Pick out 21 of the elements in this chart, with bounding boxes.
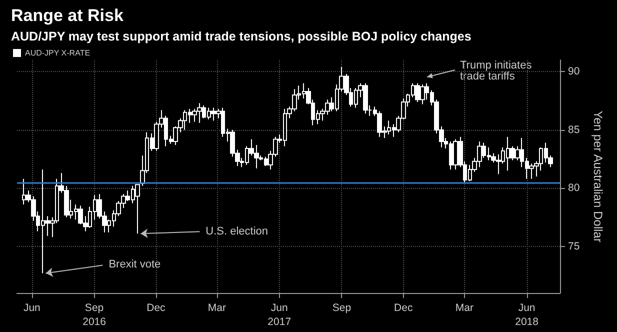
x-tick-label: Jun 2018 bbox=[515, 302, 539, 328]
x-tick-label: Jun bbox=[23, 302, 41, 314]
chart-title: Range at Risk bbox=[11, 6, 124, 25]
x-tick-label: Dec bbox=[394, 302, 413, 314]
x-tick-label: Dec bbox=[146, 302, 166, 314]
x-tick-label: Sep bbox=[332, 302, 352, 314]
y-tick-label: 85 bbox=[568, 124, 580, 136]
y-tick-label: 75 bbox=[568, 240, 580, 252]
x-tick-label: Mar bbox=[208, 302, 227, 314]
annotation: Trump initiates trade tariffs bbox=[460, 60, 535, 82]
y-tick-label: 80 bbox=[568, 182, 580, 194]
candlestick bbox=[135, 184, 140, 234]
annotation: Brexit vote bbox=[108, 258, 161, 270]
x-tick-label: Jun 2017 bbox=[268, 302, 292, 328]
chart-subtitle: AUD/JPY may test support amid trade tensions, possible BOJ policy changes bbox=[11, 30, 472, 44]
x-tick-label: Mar bbox=[455, 302, 474, 314]
x-tick-label: Sep 2016 bbox=[82, 302, 106, 328]
y-axis-title: Yen per Australian Dollar bbox=[591, 110, 605, 242]
annotation: U.S. election bbox=[206, 225, 268, 238]
y-tick-label: 90 bbox=[568, 66, 580, 78]
legend-label: AUD-JPY X-RATE bbox=[25, 48, 90, 58]
